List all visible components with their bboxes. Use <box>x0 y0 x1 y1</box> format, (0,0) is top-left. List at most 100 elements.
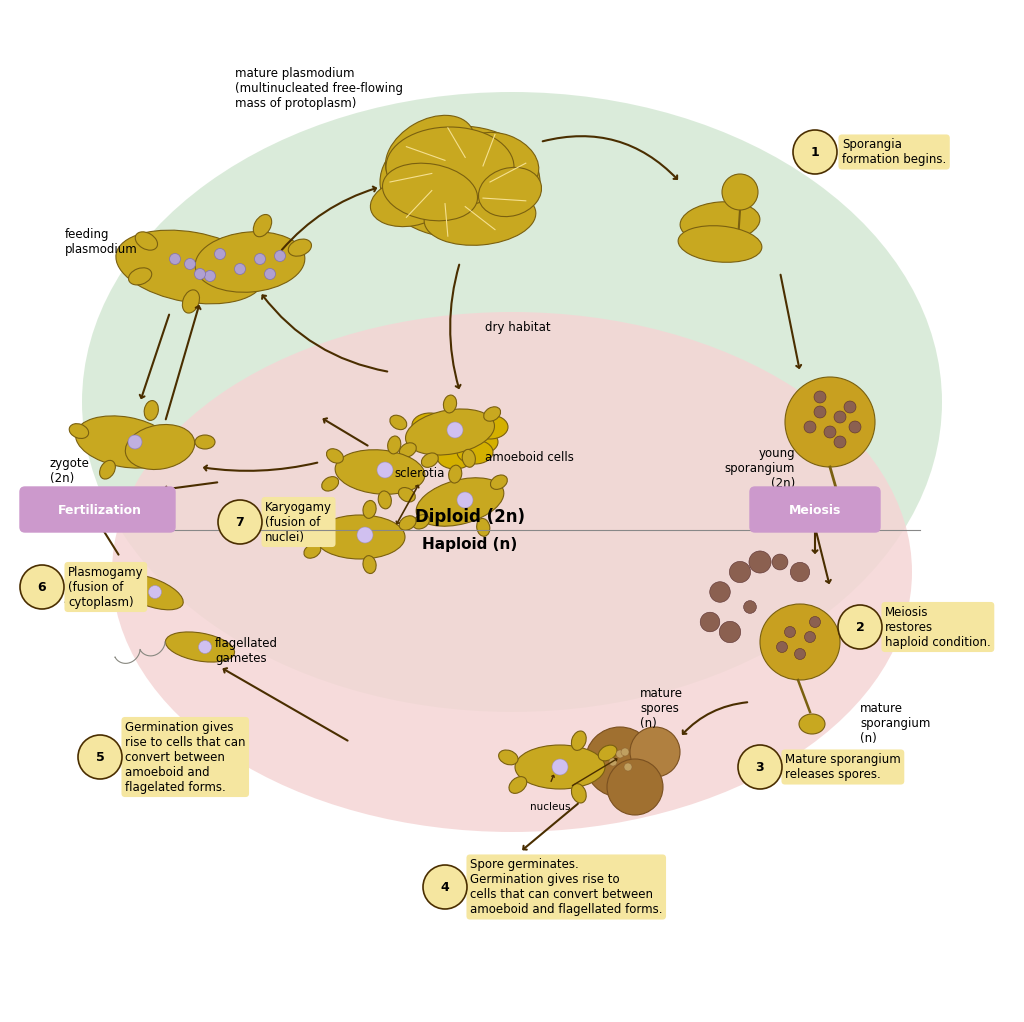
Ellipse shape <box>125 424 195 469</box>
Ellipse shape <box>490 475 507 490</box>
Ellipse shape <box>196 232 305 292</box>
Circle shape <box>838 605 882 649</box>
Ellipse shape <box>760 604 840 680</box>
Circle shape <box>457 492 473 508</box>
Circle shape <box>624 763 632 771</box>
Ellipse shape <box>630 727 680 777</box>
Ellipse shape <box>461 132 539 192</box>
Circle shape <box>814 406 826 418</box>
Ellipse shape <box>388 436 400 454</box>
Ellipse shape <box>182 290 200 313</box>
Text: sclerotia: sclerotia <box>395 467 445 480</box>
Circle shape <box>609 758 617 766</box>
Circle shape <box>170 253 180 265</box>
Ellipse shape <box>362 501 376 518</box>
Text: Germination gives
rise to cells that can
convert between
amoeboid and
flagelated: Germination gives rise to cells that can… <box>125 721 246 793</box>
FancyBboxPatch shape <box>20 487 175 532</box>
Ellipse shape <box>413 515 429 529</box>
Ellipse shape <box>116 230 264 304</box>
Ellipse shape <box>416 477 504 526</box>
Ellipse shape <box>335 450 425 495</box>
Ellipse shape <box>304 544 321 558</box>
Circle shape <box>776 642 787 652</box>
Ellipse shape <box>499 750 518 764</box>
Text: nucleus: nucleus <box>529 802 570 812</box>
Circle shape <box>423 865 467 909</box>
Circle shape <box>844 401 856 413</box>
Circle shape <box>616 750 624 758</box>
Ellipse shape <box>571 731 586 750</box>
Circle shape <box>814 391 826 403</box>
Ellipse shape <box>378 491 391 509</box>
Circle shape <box>214 248 225 260</box>
Text: 7: 7 <box>236 515 245 528</box>
Text: 1: 1 <box>811 145 819 158</box>
Ellipse shape <box>304 516 321 530</box>
Ellipse shape <box>437 445 473 469</box>
Ellipse shape <box>398 487 416 502</box>
Ellipse shape <box>112 312 912 832</box>
Circle shape <box>274 250 286 262</box>
Ellipse shape <box>117 574 183 610</box>
Ellipse shape <box>443 396 457 413</box>
Circle shape <box>234 264 246 275</box>
Circle shape <box>148 586 162 599</box>
Ellipse shape <box>135 232 158 250</box>
Circle shape <box>195 269 206 279</box>
Ellipse shape <box>407 425 443 449</box>
Text: Mature sporangium
releases spores.: Mature sporangium releases spores. <box>785 753 901 781</box>
Circle shape <box>700 613 719 632</box>
Ellipse shape <box>437 415 473 439</box>
Ellipse shape <box>399 443 417 457</box>
Ellipse shape <box>457 440 493 464</box>
Ellipse shape <box>462 430 498 454</box>
Circle shape <box>621 748 629 756</box>
Ellipse shape <box>195 435 215 449</box>
Ellipse shape <box>99 460 116 479</box>
Ellipse shape <box>253 215 271 237</box>
Ellipse shape <box>462 450 475 467</box>
Circle shape <box>738 745 782 789</box>
Ellipse shape <box>406 409 495 455</box>
Text: 6: 6 <box>38 580 46 594</box>
Circle shape <box>357 527 373 543</box>
Text: dry habitat: dry habitat <box>485 321 551 333</box>
Circle shape <box>750 551 771 573</box>
Circle shape <box>849 421 861 433</box>
Circle shape <box>205 271 215 281</box>
Ellipse shape <box>607 759 663 815</box>
Ellipse shape <box>472 415 508 439</box>
Ellipse shape <box>678 226 762 263</box>
Circle shape <box>804 421 816 433</box>
Text: Meiosis
restores
haploid condition.: Meiosis restores haploid condition. <box>885 605 991 649</box>
Ellipse shape <box>447 410 483 434</box>
Text: Meiosis: Meiosis <box>788 504 841 516</box>
Ellipse shape <box>315 515 406 559</box>
Text: amoeboid cells: amoeboid cells <box>485 451 573 464</box>
Circle shape <box>199 641 212 653</box>
Text: Spore germinates.
Germination gives rise to
cells that can convert between
amoeb: Spore germinates. Germination gives rise… <box>470 858 663 916</box>
Ellipse shape <box>585 727 655 797</box>
Circle shape <box>773 555 787 569</box>
Circle shape <box>729 561 752 584</box>
Ellipse shape <box>427 435 463 459</box>
Ellipse shape <box>478 168 542 217</box>
Circle shape <box>78 735 122 779</box>
Text: mature
spores
(n): mature spores (n) <box>640 687 683 730</box>
Text: feeding
plasmodium: feeding plasmodium <box>65 228 138 256</box>
Ellipse shape <box>144 401 159 420</box>
Ellipse shape <box>799 714 825 734</box>
Ellipse shape <box>412 413 449 437</box>
Ellipse shape <box>76 416 174 468</box>
Ellipse shape <box>483 407 501 421</box>
Circle shape <box>218 500 262 544</box>
Ellipse shape <box>449 465 462 483</box>
Ellipse shape <box>785 377 874 467</box>
Circle shape <box>810 616 820 628</box>
Circle shape <box>184 259 196 270</box>
Circle shape <box>552 759 568 775</box>
Circle shape <box>255 253 265 265</box>
Circle shape <box>377 462 393 478</box>
Ellipse shape <box>571 784 586 803</box>
Text: mature plasmodium
(multinucleated free-flowing
mass of protoplasm): mature plasmodium (multinucleated free-f… <box>234 67 403 110</box>
